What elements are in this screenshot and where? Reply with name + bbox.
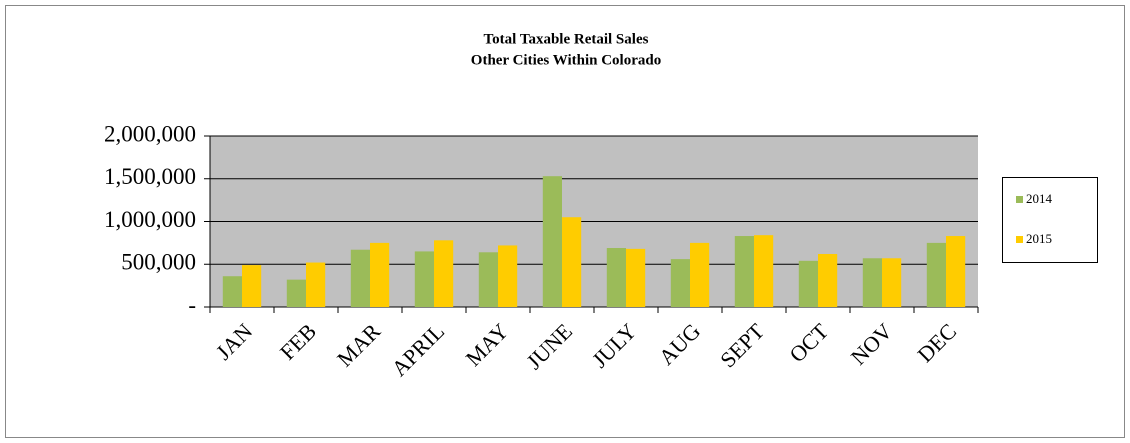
bar	[242, 265, 262, 307]
bar	[626, 248, 646, 307]
bar	[690, 242, 710, 307]
legend-swatch	[1016, 236, 1023, 243]
bar	[670, 259, 690, 307]
bar	[946, 236, 966, 307]
bar	[754, 235, 774, 307]
legend-label: 2014	[1026, 191, 1053, 206]
bar	[370, 242, 390, 307]
y-tick-label: 500,000	[121, 250, 196, 275]
y-tick-label: 1,000,000	[104, 207, 196, 232]
bar	[882, 258, 902, 307]
bar	[562, 217, 582, 307]
bar	[414, 251, 434, 307]
y-tick-label: 1,500,000	[104, 164, 196, 189]
bar	[818, 253, 838, 307]
bar	[434, 240, 454, 307]
bar	[926, 242, 946, 307]
chart-title: Total Taxable Retail Sales	[484, 31, 649, 47]
bar	[498, 245, 518, 307]
bar	[606, 248, 626, 307]
bar	[798, 260, 818, 307]
bar	[862, 258, 882, 307]
legend-swatch	[1016, 196, 1023, 203]
bar	[222, 276, 242, 307]
y-tick-label: -	[188, 292, 196, 317]
legend-box	[1002, 177, 1098, 263]
chart-subtitle: Other Cities Within Colorado	[471, 52, 661, 68]
bar	[478, 252, 498, 307]
y-tick-label: 2,000,000	[104, 121, 196, 146]
bar	[306, 262, 326, 307]
bar	[734, 236, 754, 307]
legend-label: 2015	[1026, 231, 1052, 246]
bar	[350, 249, 370, 307]
bar	[542, 176, 562, 307]
bar	[286, 279, 306, 307]
